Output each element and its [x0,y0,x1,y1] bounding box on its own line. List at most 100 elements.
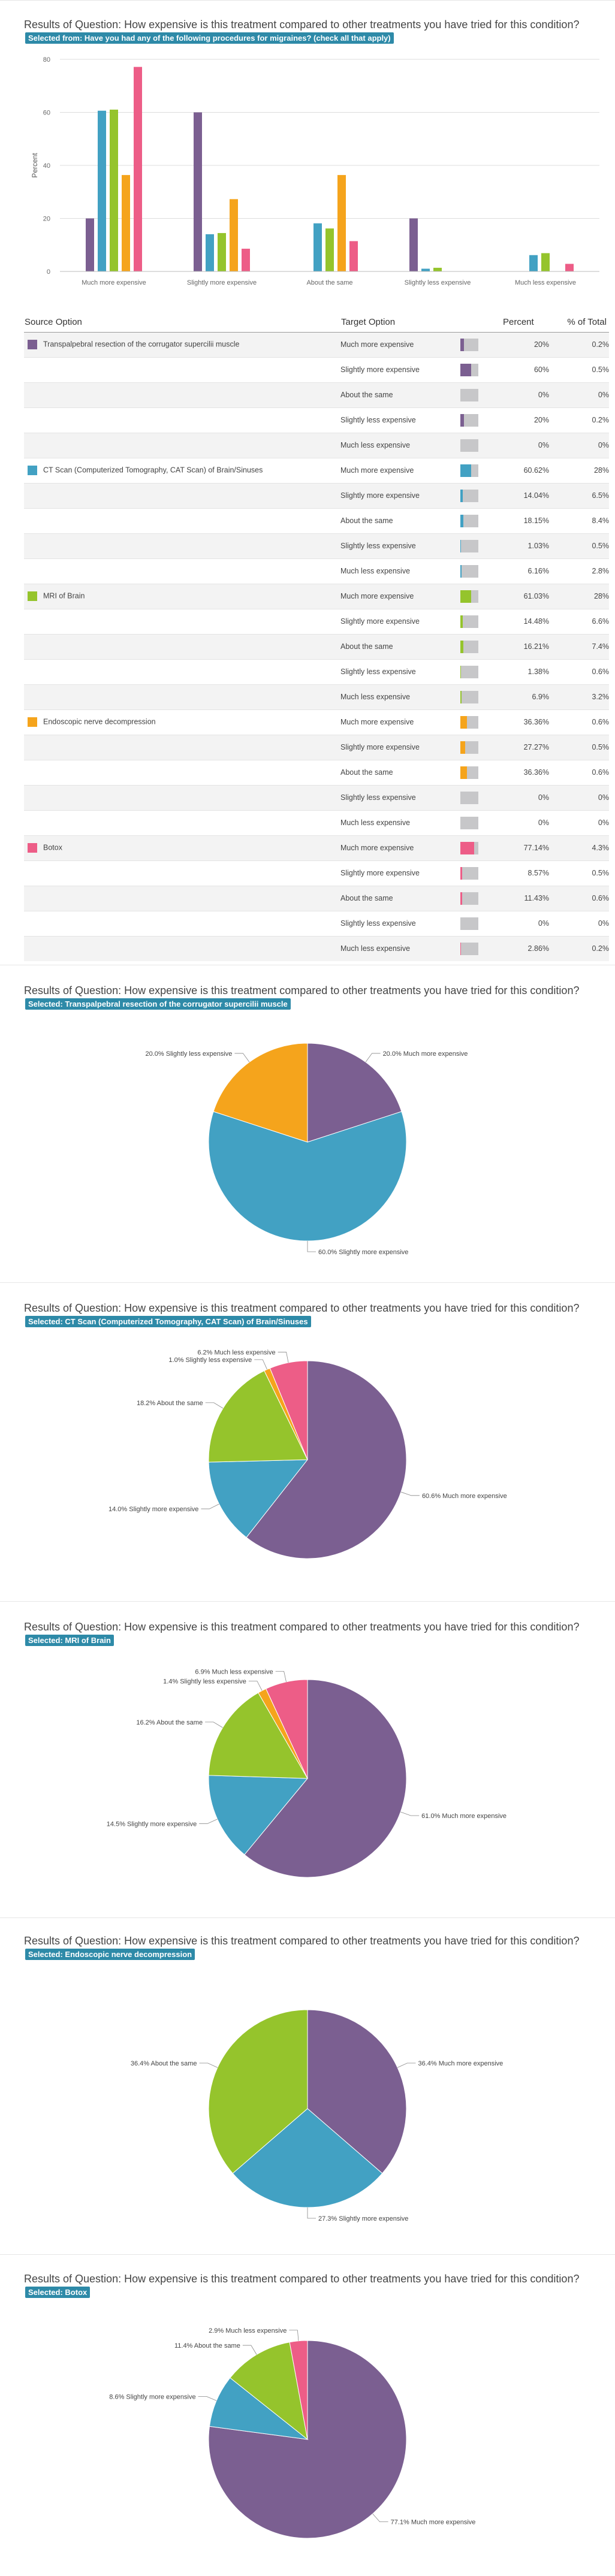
y-tick-label: 60 [43,110,50,117]
target-cell: Much more expensive [340,709,460,735]
percent-cell: 11.43% [502,885,549,911]
percent-cell: 16.21% [502,633,549,659]
x-tick-label: Much less expensive [515,279,576,286]
percent-cell: 18.15% [502,508,549,533]
slice-label: 20.0% Much more expensive [383,1050,468,1058]
pie-chart: 61.0% Much more expensive 14.5% Slightly … [107,1668,507,1878]
question-title-text: Results of Question: How expensive is th… [24,19,580,31]
leader-line [278,1352,289,1363]
bar [541,253,550,271]
source-label: MRI of Brain [43,591,85,600]
percent-cell: 6.16% [502,558,549,584]
pie-slice [208,1775,309,1855]
percent-bar-fill [460,590,472,603]
slice-label: 36.4% About the same [131,2060,197,2067]
source-cell: Botox [24,835,340,860]
percent-of-total-cell: 3.2% [549,684,609,709]
source-label: Botox [43,843,62,852]
bar-cell [460,457,502,483]
percent-of-total-cell: 0.6% [549,759,609,785]
slice-label: 60.6% Much more expensive [422,1493,507,1500]
percent-bar [460,741,478,754]
target-cell: Slightly more expensive [340,734,460,760]
slice-label: 77.1% Much more expensive [391,2519,476,2526]
source-cell [24,382,340,407]
source-cell [24,357,340,382]
target-cell: About the same [340,633,460,659]
percent-of-total-cell: 0% [549,810,609,835]
percent-cell: 1.03% [502,533,549,558]
legend-swatch [28,340,37,349]
table-row: Much less expensive 0% 0% [24,810,609,835]
percent-of-total-cell: 0% [549,382,609,407]
bar-cell [460,331,502,357]
source-cell [24,784,340,810]
selected-filter-badge: Selected: CT Scan (Computerized Tomograp… [25,1316,311,1327]
source-cell [24,734,340,760]
percent-cell: 0% [502,432,549,458]
percent-cell: 36.36% [502,709,549,735]
percent-of-total-cell: 0.5% [549,734,609,760]
bar [325,228,334,271]
leader-line [289,2330,299,2341]
table-row: Much less expensive 6.16% 2.8% [24,558,609,584]
bar [110,109,118,271]
bar-cell [460,860,502,886]
percent-bar [460,564,478,578]
target-cell: Much less expensive [340,558,460,584]
percent-bar [460,514,478,527]
source-cell: Transpalpebral resection of the corrugat… [24,331,340,357]
percent-bar [460,539,478,552]
percent-bar [460,489,478,502]
percent-bar-fill [460,615,463,628]
question-title: Results of Question: How expensive is th… [24,985,593,1010]
percent-bar [460,363,478,376]
question-title: Results of Question: How expensive is th… [24,1935,593,1960]
leader-line [397,2062,416,2068]
slice-label: 2.9% Much less expensive [209,2327,287,2335]
breakdown-table: Source Option Target Option Percent % of… [24,313,609,961]
legend-swatch [28,591,37,601]
bar-cell [460,659,502,684]
question-title-text: Results of Question: How expensive is th… [24,1621,580,1633]
slice-label: 8.6% Slightly more expensive [109,2393,195,2400]
percent-of-total-cell: 0.2% [549,407,609,433]
bar-cell [460,407,502,433]
header-percent-of-total: % of Total [549,313,609,333]
target-cell: Slightly more expensive [340,357,460,382]
bar-cell [460,633,502,659]
target-cell: Much less expensive [340,935,460,961]
percent-bar-fill [460,892,463,905]
source-cell [24,407,340,433]
bar-cell [460,734,502,760]
legend-swatch [28,843,37,853]
table-row: Botox Much more expensive 77.14% 4.3% [24,835,609,860]
target-cell: Slightly less expensive [340,407,460,433]
leader-line [248,1681,263,1691]
bar [86,218,94,271]
source-label: CT Scan (Computerized Tomography, CAT Sc… [43,466,263,475]
percent-cell: 60.62% [502,457,549,483]
slice-label: 1.4% Slightly less expensive [163,1678,246,1685]
percent-bar [460,464,478,477]
bar-cell [460,709,502,735]
leader-line [234,1053,250,1062]
percent-bar-fill [460,942,461,955]
percent-bar-fill [460,413,464,427]
source-cell [24,860,340,886]
question-title-text: Results of Question: How expensive is th… [24,1302,580,1314]
bar-chart-section: Results of Question: How expensive is th… [0,0,615,312]
percent-bar-fill [460,338,464,351]
slice-label: 11.4% About the same [174,2342,240,2349]
bar [218,232,226,271]
table-row: Slightly more expensive 14.04% 6.5% [24,482,609,508]
percent-of-total-cell: 0.2% [549,331,609,357]
slice-label: 36.4% Much more expensive [418,2060,503,2067]
percent-cell: 6.9% [502,684,549,709]
table-row: Slightly more expensive 27.27% 0.5% [24,734,609,760]
selected-filter-badge: Selected: MRI of Brain [25,1635,114,1646]
bar-cell [460,910,502,936]
slice-label: 27.3% Slightly more expensive [318,2215,408,2222]
pie-slice [266,1679,308,1779]
bar-cell [460,835,502,860]
